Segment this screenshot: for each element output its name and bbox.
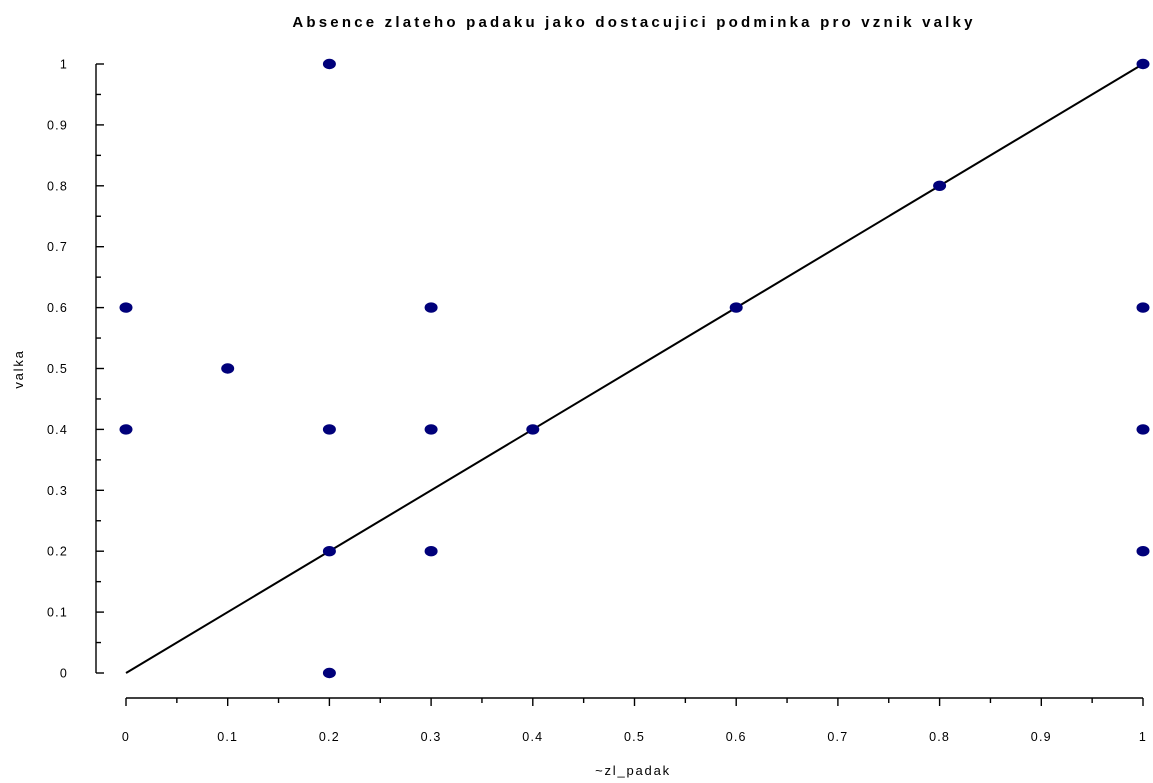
data-point [1136,546,1150,557]
y-tick-label: 1 [60,58,68,72]
y-tick-label: 0.9 [47,118,68,132]
reference-line [125,63,1144,674]
y-tick-label: 0.7 [47,240,68,254]
x-tick-label: 0.9 [1031,730,1052,744]
data-point [119,302,133,313]
data-point [322,424,336,435]
x-tick-label: 0.6 [726,730,747,744]
y-axis: 0 0.1 0.2 0.3 0.4 0.5 0.6 0.7 0.8 0.9 1 [47,58,104,681]
chart-title: Absence zlateho padaku jako dostacujici … [292,14,975,31]
data-point [1136,58,1150,70]
x-tick-label: 0.1 [217,730,238,744]
data-point [1136,424,1150,435]
y-tick-label: 0.4 [47,423,68,437]
data-point [221,363,235,374]
x-tick-label: 0.7 [827,730,848,744]
y-tick-label: 0.8 [47,179,68,193]
x-tick-label: 0.2 [319,730,340,744]
data-point [1136,302,1150,313]
y-axis-label: valka [11,349,26,388]
data-point [424,424,438,435]
data-points [119,58,1150,679]
data-point [322,58,336,70]
x-tick-label: 0 [122,730,130,744]
x-tick-label: 0.3 [421,730,442,744]
data-point [424,546,438,557]
y-tick-label: 0.2 [47,545,68,559]
x-axis-label: ~zl_padak [595,763,671,778]
data-point [933,180,947,191]
y-tick-label: 0.1 [47,606,68,620]
x-tick-label: 0.4 [522,730,543,744]
data-point [526,424,540,435]
data-point [729,302,743,313]
y-tick-label: 0 [60,667,68,681]
x-tick-label: 1 [1139,730,1147,744]
y-tick-label: 0.5 [47,362,68,376]
data-point [424,302,438,313]
x-tick-label: 0.8 [929,730,950,744]
y-tick-label: 0.6 [47,301,68,315]
x-tick-label: 0.5 [624,730,645,744]
data-point [322,546,336,557]
reference-line-group [125,63,1144,674]
data-point [322,667,336,679]
data-point [119,424,133,435]
x-axis: 0 0.1 0.2 0.3 0.4 0.5 0.6 0.7 0.8 0.9 1 [122,697,1147,744]
y-tick-label: 0.3 [47,484,68,498]
